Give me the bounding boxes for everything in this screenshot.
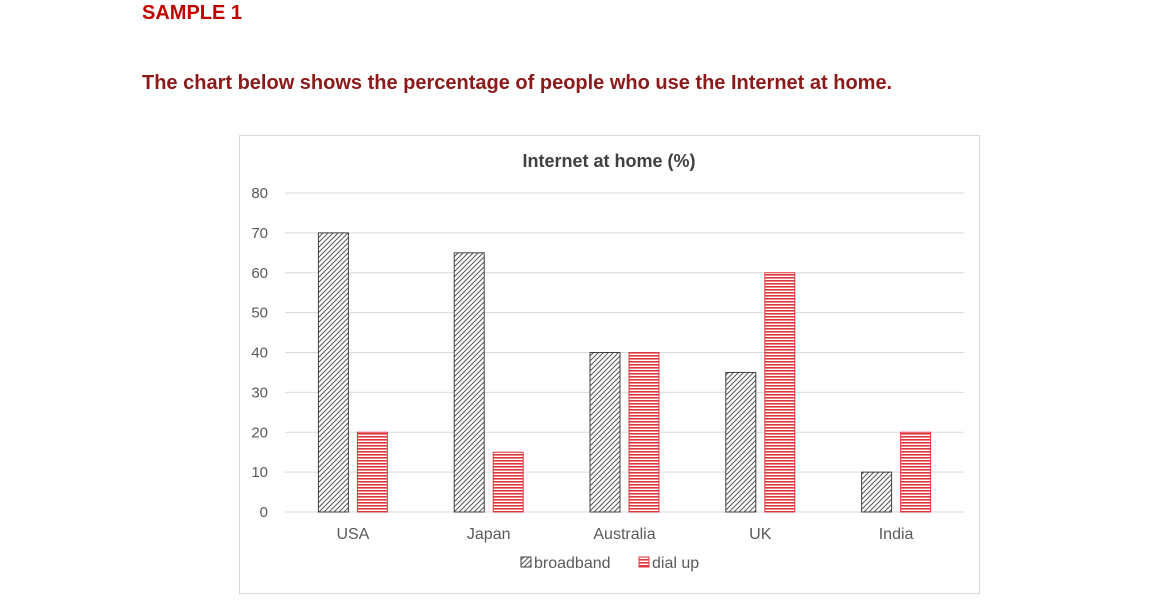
- x-tick-label: Japan: [467, 526, 511, 543]
- y-tick-label: 30: [251, 384, 268, 401]
- bar-dial-up-uk: [764, 272, 796, 513]
- y-tick-label: 50: [251, 305, 268, 322]
- y-tick-label: 20: [251, 424, 268, 441]
- legend-swatch-dial-up: [638, 556, 650, 568]
- bars: [317, 232, 932, 513]
- bar-broadband-uk: [725, 371, 757, 513]
- x-axis-labels: USA Japan Australia UK India: [336, 526, 913, 543]
- bar-dial-up-india: [900, 431, 932, 513]
- sample-label: SAMPLE 1: [142, 2, 243, 24]
- legend-label-dial-up: dial up: [652, 555, 699, 572]
- y-axis-ticks: 0 10 20 30 40 50 60 70 80: [251, 185, 268, 521]
- x-tick-label: Australia: [593, 526, 655, 543]
- y-tick-label: 80: [251, 185, 268, 202]
- x-tick-label: India: [879, 526, 914, 543]
- chart-title: Internet at home (%): [522, 151, 695, 171]
- legend-label-broadband: broadband: [534, 555, 611, 572]
- y-tick-label: 40: [251, 345, 268, 362]
- y-tick-label: 10: [251, 464, 268, 481]
- bar-broadband-india: [861, 471, 893, 513]
- x-tick-label: UK: [749, 526, 772, 543]
- bar-chart: Internet at home (%) 0 10 20 30 40 50 60 70 80 U…: [251, 151, 964, 572]
- bar-broadband-japan: [453, 252, 485, 513]
- chart-frame: Internet at home (%) 0 10 20 30 40 50 60 70 80 U…: [239, 135, 980, 594]
- bar-dial-up-usa: [356, 431, 388, 513]
- bar-dial-up-australia: [628, 352, 660, 513]
- y-tick-label: 70: [251, 225, 268, 242]
- bar-broadband-usa: [317, 232, 349, 513]
- legend-swatch-broadband: [520, 556, 532, 568]
- bar-broadband-australia: [589, 352, 621, 513]
- legend: broadband dial up: [520, 555, 699, 572]
- gridlines: [285, 192, 964, 513]
- x-tick-label: USA: [336, 526, 369, 543]
- y-tick-label: 0: [260, 504, 268, 521]
- intro-text: The chart below shows the percentage of …: [142, 72, 893, 94]
- y-tick-label: 60: [251, 265, 268, 282]
- bar-dial-up-japan: [492, 451, 524, 513]
